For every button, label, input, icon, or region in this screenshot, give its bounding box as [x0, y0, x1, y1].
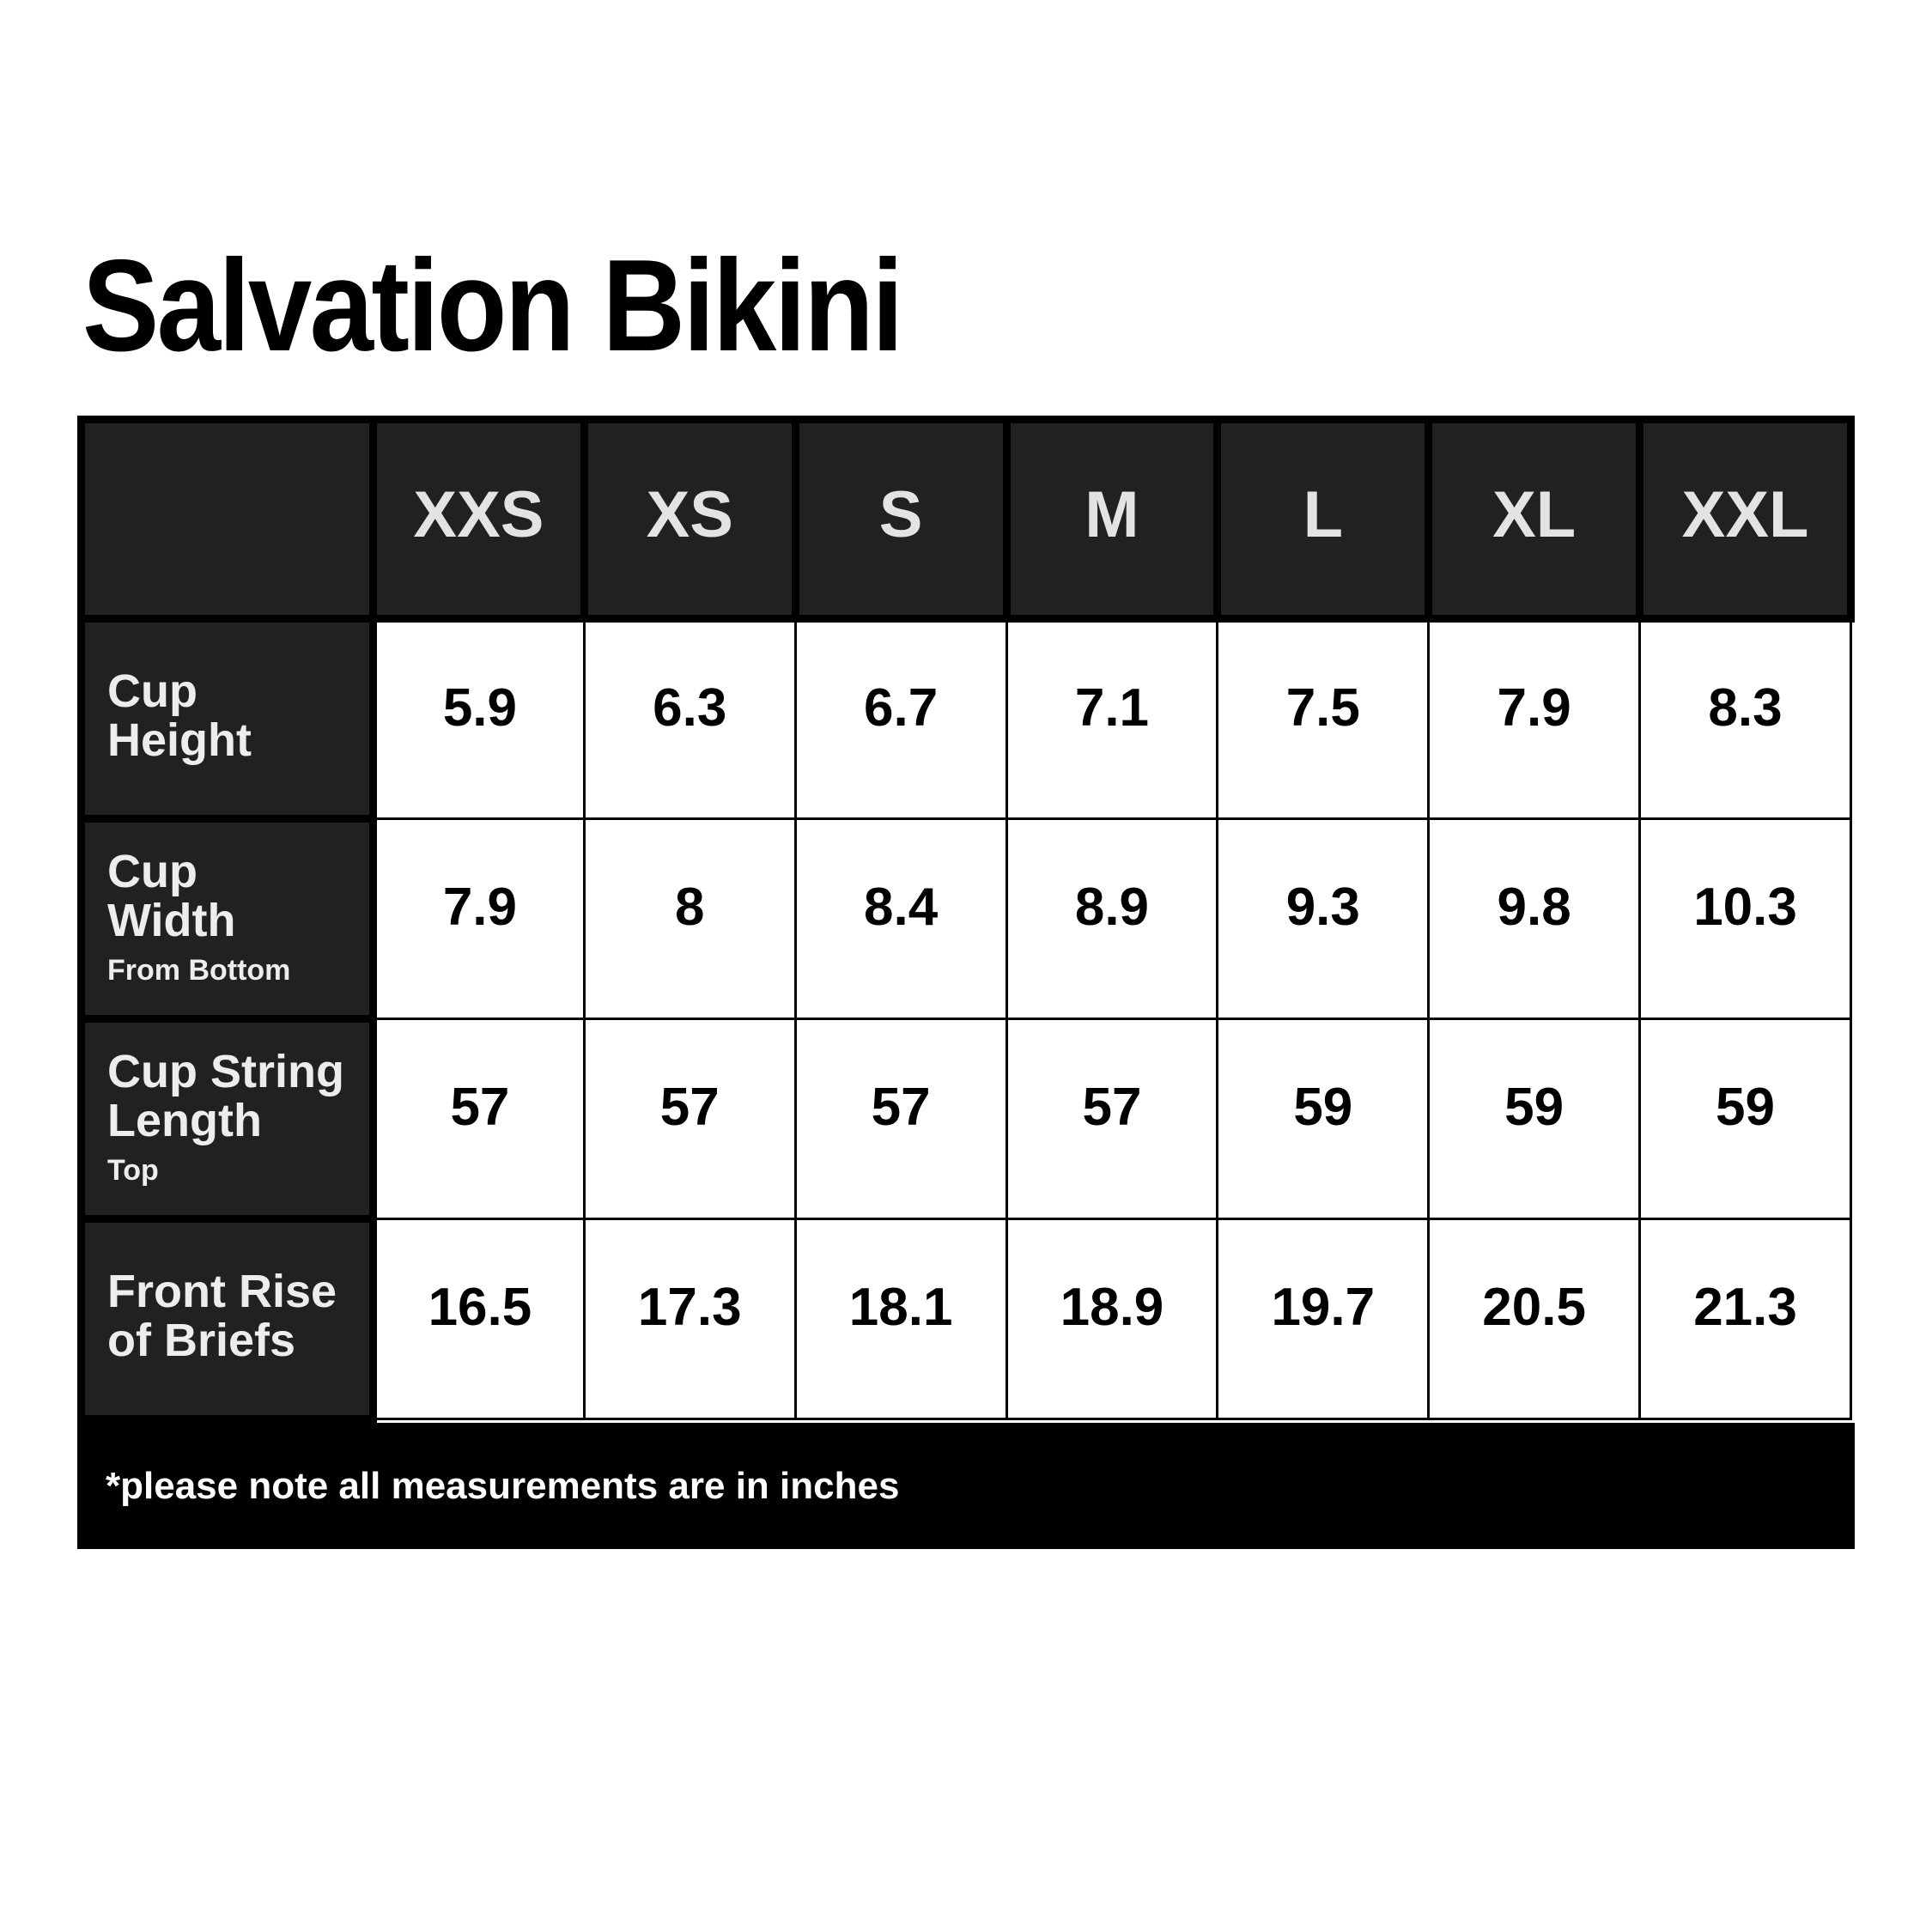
measurement-cell: 6.3: [582, 617, 797, 820]
measurement-cell: 20.5: [1427, 1218, 1642, 1420]
row-label: Front Rise of Briefs: [107, 1266, 337, 1366]
footer-note-bar: *please note all measurements are in inc…: [77, 1423, 1855, 1549]
page-title: Salvation Bikini: [82, 233, 903, 379]
measurement-cell: 18.1: [793, 1218, 1008, 1420]
row-header-front-rise: Front Rise of Briefs: [77, 1215, 377, 1423]
measurement-cell: 7.9: [1427, 617, 1642, 820]
measurement-cell: 8: [582, 817, 797, 1020]
measurement-cell: 59: [1216, 1018, 1431, 1220]
size-header-xl: XL: [1425, 416, 1644, 623]
measurement-cell: 6.7: [793, 617, 1008, 820]
measurement-cell: 57: [793, 1018, 1008, 1220]
row-label: Cup String Length: [107, 1046, 344, 1146]
table-row-front-rise: Front Rise of Briefs 16.5 17.3 18.1 18.9…: [77, 1215, 1852, 1423]
measurement-cell: 8.9: [1005, 817, 1219, 1020]
size-header-l: L: [1213, 416, 1433, 623]
measurement-cell: 59: [1638, 1018, 1852, 1220]
measurement-cell: 57: [582, 1018, 797, 1220]
row-label: Cup Height: [107, 665, 252, 766]
measurement-cell: 18.9: [1005, 1218, 1219, 1420]
table-row-cup-width: Cup Width From Bottom 7.9 8 8.4 8.9 9.3 …: [77, 815, 1852, 1023]
size-header-s: S: [791, 416, 1011, 623]
table-row-cup-height: Cup Height 5.9 6.3 6.7 7.1 7.5 7.9 8.3: [77, 615, 1852, 823]
measurement-cell: 8.4: [793, 817, 1008, 1020]
measurement-cell: 59: [1427, 1018, 1642, 1220]
size-chart-table: XXS XS S M L XL XXL Cup Height 5.9 6.3 6…: [77, 416, 1855, 1423]
table-row-cup-string-length: Cup String Length Top 57 57 57 57 59 59 …: [77, 1015, 1852, 1223]
measurement-cell: 8.3: [1638, 617, 1852, 820]
measurement-cell: 7.9: [372, 817, 586, 1020]
row-header-cup-width: Cup Width From Bottom: [77, 815, 377, 1023]
measurement-cell: 19.7: [1216, 1218, 1431, 1420]
measurement-cell: 21.3: [1638, 1218, 1852, 1420]
row-header-cup-height: Cup Height: [77, 615, 377, 823]
size-header-row: XXS XS S M L XL XXL: [77, 416, 1855, 623]
measurement-cell: 17.3: [582, 1218, 797, 1420]
measurement-cell: 10.3: [1638, 817, 1852, 1020]
measurement-cell: 9.3: [1216, 817, 1431, 1020]
row-sublabel: From Bottom: [107, 953, 291, 987]
measurement-cell: 7.1: [1005, 617, 1219, 820]
measurement-cell: 5.9: [372, 617, 586, 820]
size-header-xxs: XXS: [369, 416, 588, 623]
size-header-xs: XS: [580, 416, 799, 623]
measurement-cell: 57: [372, 1018, 586, 1220]
size-header-m: M: [1002, 416, 1222, 623]
measurement-cell: 57: [1005, 1018, 1219, 1220]
footer-note: *please note all measurements are in inc…: [106, 1464, 900, 1507]
size-header-xxl: XXL: [1636, 416, 1855, 623]
measurement-cell: 16.5: [372, 1218, 586, 1420]
corner-cell: [77, 416, 377, 623]
row-label: Cup Width: [107, 846, 236, 946]
row-sublabel: Top: [107, 1153, 159, 1187]
row-header-cup-string-length: Cup String Length Top: [77, 1015, 377, 1223]
measurement-cell: 9.8: [1427, 817, 1642, 1020]
measurement-cell: 7.5: [1216, 617, 1431, 820]
